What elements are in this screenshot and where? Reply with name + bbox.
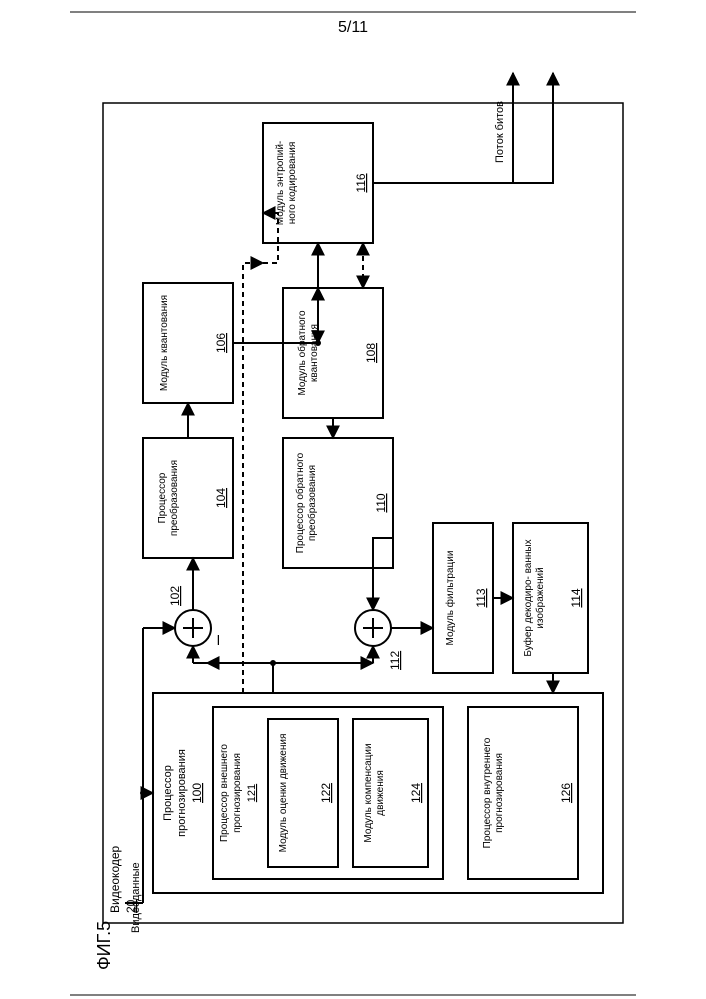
block-121-num: 121 [246,784,258,802]
block-106-label: Модуль квантования [159,295,170,391]
sum-102-num: 102 [168,586,182,606]
diagram-root: Видеокодер20Процессорпрогнозирования100П… [103,73,623,933]
block-108-num: 108 [364,343,378,363]
figure-label: ФИГ.5 [94,921,114,970]
block-122-label: Модуль оценки движения [278,734,289,853]
block-104-num: 104 [214,488,228,508]
block-126-label: Процессор внутреннегопрогнозирования [482,737,505,848]
block-124-num: 124 [409,783,423,803]
input-label: Видеоданные [130,862,142,933]
block-122-num: 122 [319,783,333,803]
sum-112-num: 112 [388,651,402,670]
block-113-label: Модуль фильтрации [444,551,456,646]
minus-102: – [207,635,227,645]
block-100-num: 100 [190,783,204,803]
block-114-num: 114 [569,588,583,607]
block-106-num: 106 [214,333,228,353]
block-113-num: 113 [474,588,488,607]
block-126-num: 126 [559,783,573,803]
page-number: 5/11 [338,19,368,36]
output-label: Поток битов [494,101,506,163]
block-110-num: 110 [374,493,388,512]
encoder-title: Видеокодер [108,845,122,913]
block-116-num: 116 [354,173,368,192]
